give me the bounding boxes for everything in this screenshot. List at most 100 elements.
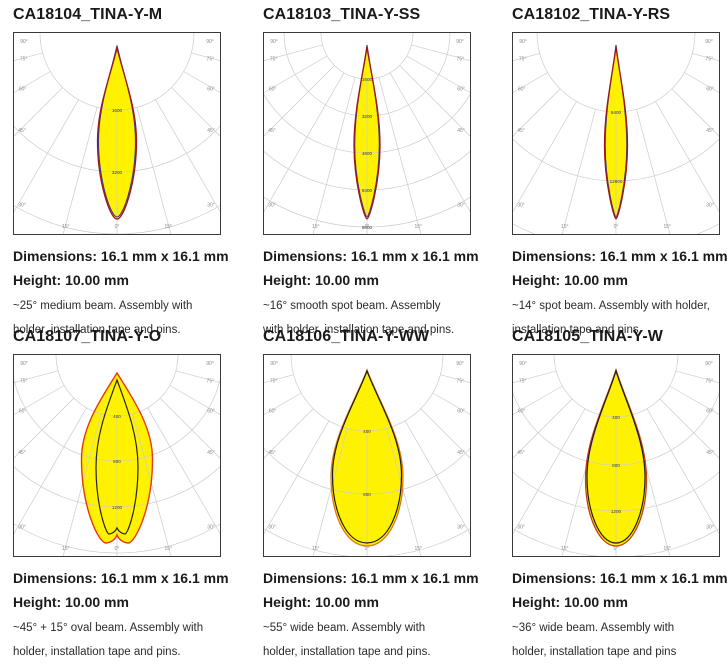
polar-grid-line — [312, 428, 348, 556]
polar-grid-line — [389, 72, 470, 213]
polar-grid-line — [14, 407, 87, 535]
angle-tick-label: 15° — [561, 224, 569, 230]
polar-grid-line — [14, 99, 79, 213]
angle-tick-label: 75° — [706, 378, 714, 384]
beam-description: ~45° + 15° oval beam. Assembly with hold… — [13, 622, 204, 658]
polar-grid-line — [406, 55, 470, 93]
angle-tick-label: 60° — [518, 86, 526, 92]
polar-grid-line — [684, 72, 719, 93]
polar-grid-ring — [513, 392, 719, 466]
height-text: Height: 10.00 mm — [512, 594, 628, 610]
polar-grid-line — [669, 385, 719, 415]
polar-grid-ring — [14, 523, 220, 554]
angle-tick-label: 45° — [457, 128, 465, 134]
product-title: CA18102_TINA-Y-RS — [512, 6, 671, 23]
polar-grid-line — [513, 408, 586, 535]
polar-grid-line — [659, 398, 719, 459]
polar-grid-line — [132, 413, 172, 556]
ring-value-label: 4800 — [362, 151, 373, 156]
ring-value-label: 800 — [113, 459, 121, 464]
ring-value-label: 400 — [363, 429, 371, 434]
angle-tick-label: 75° — [457, 378, 465, 384]
angle-tick-label: 60° — [19, 86, 27, 92]
angle-tick-label: 30° — [207, 524, 215, 530]
angle-tick-label: 60° — [457, 408, 465, 414]
angle-tick-label: 45° — [517, 128, 525, 134]
polar-grid-ring — [264, 447, 470, 495]
angle-tick-label: 15° — [164, 224, 172, 230]
angle-tick-label: 90° — [206, 361, 214, 367]
angle-tick-label: 60° — [207, 408, 215, 414]
ring-value-label: 1200 — [112, 505, 123, 510]
beam-description: ~16° smooth spot beam. Assembly with hol… — [263, 300, 455, 336]
product-cell-ca18103: CA18103_TINA-Y-SS 1600 3200 4800 6400 8000 90… — [250, 0, 499, 336]
beam-curve — [353, 46, 381, 220]
polar-grid-line — [671, 88, 719, 137]
polar-grid-ring — [536, 33, 696, 113]
angle-tick-label: 45° — [706, 128, 714, 134]
datasheet-page: { "plot_style": { "beam_fill": "#FFF200"… — [13, 0, 727, 658]
polar-grid-line — [513, 385, 563, 415]
angle-tick-label: 0° — [115, 224, 120, 230]
polar-grid-line — [14, 87, 63, 137]
beam-curve — [80, 371, 154, 544]
polar-grid-line — [404, 420, 470, 535]
angle-tick-label: 60° — [518, 408, 526, 414]
angle-tick-label: 30° — [207, 202, 215, 208]
beam-curve — [330, 368, 404, 547]
beam-curve — [96, 47, 138, 220]
angle-tick-label: 45° — [18, 128, 26, 134]
angle-tick-label: 30° — [268, 524, 276, 530]
angle-tick-label: 75° — [207, 378, 215, 384]
polar-grid-line — [264, 420, 330, 535]
polar-grid-line — [411, 44, 470, 61]
product-grid: CA18104_TINA-Y-M 1600 3200 90° 90° 75° 75° 60°… — [13, 0, 727, 658]
angle-tick-label: 15° — [312, 546, 320, 552]
angle-tick-label: 75° — [706, 56, 714, 62]
angle-tick-label: 15° — [561, 546, 569, 552]
angle-tick-label: 90° — [20, 39, 28, 45]
angle-tick-label: 45° — [18, 450, 26, 456]
polar-grid-ring — [264, 196, 470, 228]
angle-tick-label: 90° — [519, 39, 527, 45]
angle-tick-label: 90° — [456, 361, 464, 367]
polar-grid-line — [386, 428, 422, 556]
polar-grid-line — [171, 87, 220, 137]
product-title: CA18105_TINA-Y-W — [512, 328, 663, 345]
polar-grid-line — [561, 109, 596, 234]
polar-grid-line — [646, 408, 719, 535]
polar-grid-ring — [55, 355, 179, 417]
beam-description: ~36° wide beam. Assembly with holder, in… — [512, 622, 677, 658]
height-text: Height: 10.00 mm — [13, 272, 129, 288]
angle-tick-label: 90° — [519, 361, 527, 367]
angle-tick-label: 15° — [62, 224, 70, 230]
ring-value-label: 1200 — [611, 509, 622, 514]
polar-grid-line — [264, 44, 323, 61]
polar-grid-line — [636, 109, 671, 234]
polar-grid-line — [420, 408, 470, 459]
polar-grid-ring — [553, 355, 679, 418]
polar-grid-ring — [513, 471, 719, 512]
polar-grid-line — [264, 55, 328, 93]
polar-grid-line — [147, 407, 220, 535]
beam-curve — [97, 45, 137, 218]
polar-grid-ring — [320, 33, 414, 80]
ring-value-label: 400 — [612, 415, 620, 420]
angle-tick-label: 90° — [206, 39, 214, 45]
polar-grid-ring — [14, 378, 220, 462]
polar-grid-line — [513, 72, 548, 93]
angle-tick-label: 90° — [270, 39, 278, 45]
polar-grid-ring — [513, 138, 719, 182]
polar-grid-line — [378, 77, 422, 234]
angle-tick-label: 30° — [706, 202, 714, 208]
polar-grid-line — [513, 101, 577, 213]
angle-tick-label: 75° — [20, 378, 28, 384]
angle-tick-label: 60° — [269, 86, 277, 92]
angle-tick-label: 90° — [20, 361, 28, 367]
angle-tick-label: 15° — [62, 546, 70, 552]
ring-value-label: 400 — [113, 414, 121, 419]
angle-tick-label: 30° — [457, 202, 465, 208]
angle-tick-label: 30° — [706, 524, 714, 530]
ring-value-label: 3200 — [112, 170, 123, 175]
angle-tick-label: 0° — [365, 224, 370, 230]
